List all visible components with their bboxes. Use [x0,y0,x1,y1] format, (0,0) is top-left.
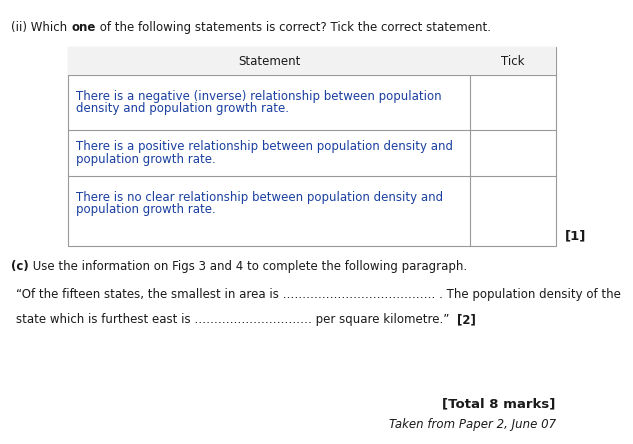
Text: There is a negative (inverse) relationship between population: There is a negative (inverse) relationsh… [76,90,442,103]
Text: population growth rate.: population growth rate. [76,203,216,216]
Text: state which is furthest east is ………………………… per square kilometre.”: state which is furthest east is ……………………… [16,313,456,326]
Text: density and population growth rate.: density and population growth rate. [76,102,289,115]
Text: [1]: [1] [565,229,587,242]
Text: “Of the fifteen states, the smallest in area is ………………………………… . The population d: “Of the fifteen states, the smallest in … [16,288,621,301]
Text: population growth rate.: population growth rate. [76,153,216,166]
Text: [2]: [2] [456,313,475,326]
Text: Taken from Paper 2, June 07: Taken from Paper 2, June 07 [389,418,556,431]
Text: [Total 8 marks]: [Total 8 marks] [442,397,556,410]
Text: Tick: Tick [501,55,525,67]
Text: Use the information on Figs 3 and 4 to complete the following paragraph.: Use the information on Figs 3 and 4 to c… [29,260,467,273]
Text: (ii) Which: (ii) Which [11,21,72,34]
Text: There is no clear relationship between population density and: There is no clear relationship between p… [76,190,443,204]
Bar [68,47,556,246]
Text: of the following statements is correct? Tick the correct statement.: of the following statements is correct? … [96,21,491,34]
Text: one: one [72,21,96,34]
Bar [68,47,556,75]
Text: Statement: Statement [238,55,301,67]
Text: There is a positive relationship between population density and: There is a positive relationship between… [76,140,453,153]
Text: (c): (c) [11,260,29,273]
